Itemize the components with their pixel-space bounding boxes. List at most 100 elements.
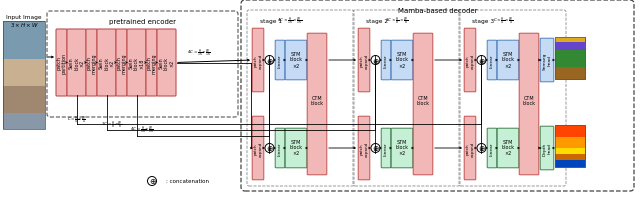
Text: Linear: Linear: [384, 142, 388, 155]
FancyBboxPatch shape: [391, 41, 413, 80]
FancyBboxPatch shape: [127, 30, 146, 97]
Text: patch
expand: patch expand: [253, 141, 262, 156]
Text: ⊕: ⊕: [149, 177, 155, 186]
FancyBboxPatch shape: [358, 117, 370, 180]
Text: stage 2: stage 2: [366, 18, 388, 23]
Text: Swin
block
×2: Swin block ×2: [98, 57, 115, 70]
Circle shape: [371, 56, 380, 65]
Text: Linear: Linear: [490, 54, 494, 67]
FancyBboxPatch shape: [381, 41, 391, 80]
Text: ×2: ×2: [292, 63, 300, 68]
FancyBboxPatch shape: [116, 30, 127, 97]
Text: patch
partition: patch partition: [56, 53, 67, 74]
FancyBboxPatch shape: [157, 30, 176, 97]
FancyBboxPatch shape: [464, 29, 476, 92]
Circle shape: [477, 56, 486, 65]
FancyBboxPatch shape: [391, 129, 413, 168]
Text: STM
block: STM block: [396, 139, 408, 150]
Text: patch
expand: patch expand: [360, 53, 368, 68]
FancyBboxPatch shape: [3, 113, 45, 129]
Text: patch
expand: patch expand: [253, 53, 262, 68]
FancyBboxPatch shape: [275, 41, 285, 80]
Text: Mamba-based decoder: Mamba-based decoder: [397, 8, 477, 14]
FancyBboxPatch shape: [555, 138, 585, 148]
Text: STM
block: STM block: [502, 51, 515, 62]
FancyBboxPatch shape: [497, 129, 519, 168]
Text: ×2: ×2: [292, 151, 300, 156]
Text: ×2: ×2: [504, 151, 511, 156]
Text: patch
expand: patch expand: [466, 141, 474, 156]
Text: ⊕: ⊕: [372, 56, 379, 65]
Text: : concatenation: : concatenation: [166, 179, 209, 184]
Text: pretrained encoder: pretrained encoder: [109, 19, 176, 25]
Text: Linear: Linear: [490, 142, 494, 155]
Text: stage 3: stage 3: [472, 18, 494, 23]
FancyBboxPatch shape: [3, 60, 45, 86]
Text: Input Image: Input Image: [6, 14, 42, 19]
Text: $3 \times H \times W$: $3 \times H \times W$: [10, 21, 38, 29]
Text: ⊕: ⊕: [266, 56, 273, 65]
Text: $4C{=}\frac{H}{16}{\times}\frac{W}{16}$: $4C{=}\frac{H}{16}{\times}\frac{W}{16}$: [187, 48, 211, 59]
Text: ×2: ×2: [398, 63, 406, 68]
FancyBboxPatch shape: [3, 86, 45, 113]
FancyBboxPatch shape: [285, 41, 307, 80]
Text: CTM
block: CTM block: [417, 95, 429, 106]
Text: ×2: ×2: [398, 151, 406, 156]
FancyBboxPatch shape: [555, 125, 585, 167]
FancyBboxPatch shape: [555, 148, 585, 155]
Text: ×2: ×2: [504, 63, 511, 68]
Text: Linear: Linear: [278, 142, 282, 155]
Text: patch
merging: patch merging: [146, 53, 157, 73]
FancyBboxPatch shape: [555, 38, 585, 80]
FancyBboxPatch shape: [67, 30, 86, 97]
FancyBboxPatch shape: [540, 39, 554, 82]
Text: Linear: Linear: [278, 54, 282, 67]
Text: patch
merging: patch merging: [116, 53, 127, 73]
Circle shape: [265, 144, 274, 153]
FancyBboxPatch shape: [555, 51, 585, 68]
Text: STM
block: STM block: [289, 139, 303, 150]
FancyBboxPatch shape: [285, 129, 307, 168]
Circle shape: [477, 144, 486, 153]
Text: Swin
block
×2: Swin block ×2: [68, 57, 85, 70]
Text: patch
expand: patch expand: [360, 141, 368, 156]
Text: $2C \times \frac{H}{8} \times \frac{W}{8}$: $2C \times \frac{H}{8} \times \frac{W}{8…: [385, 15, 408, 27]
FancyBboxPatch shape: [275, 129, 285, 168]
FancyBboxPatch shape: [252, 117, 264, 180]
Text: $C \times \frac{H}{4} \times \frac{W}{4}$: $C \times \frac{H}{4} \times \frac{W}{4}…: [493, 15, 513, 27]
FancyBboxPatch shape: [555, 161, 585, 167]
FancyBboxPatch shape: [464, 117, 476, 180]
Text: STM
block: STM block: [289, 51, 303, 62]
Text: STM
block: STM block: [396, 51, 408, 62]
Text: Depth
head: Depth head: [543, 142, 551, 155]
FancyBboxPatch shape: [307, 34, 327, 175]
Text: Swin
block
×2: Swin block ×2: [158, 57, 175, 70]
Text: CTM
block: CTM block: [310, 95, 323, 106]
FancyBboxPatch shape: [97, 30, 116, 97]
FancyBboxPatch shape: [146, 30, 157, 97]
Text: $4C{=}\frac{H}{16}{\times}\frac{W}{16}$: $4C{=}\frac{H}{16}{\times}\frac{W}{16}$: [129, 124, 154, 135]
Text: CTM
block: CTM block: [522, 95, 536, 106]
FancyBboxPatch shape: [555, 68, 585, 80]
FancyBboxPatch shape: [86, 30, 97, 97]
FancyBboxPatch shape: [519, 34, 539, 175]
Text: Swin
block
×18: Swin block ×18: [128, 57, 145, 70]
FancyBboxPatch shape: [555, 125, 585, 138]
FancyBboxPatch shape: [252, 29, 264, 92]
Circle shape: [147, 177, 157, 186]
FancyBboxPatch shape: [381, 129, 391, 168]
FancyBboxPatch shape: [487, 41, 497, 80]
Circle shape: [371, 144, 380, 153]
FancyBboxPatch shape: [3, 22, 45, 60]
Text: ⊕: ⊕: [478, 56, 484, 65]
Text: $2C{=}\frac{H}{8}{\times}\frac{W}{8}$: $2C{=}\frac{H}{8}{\times}\frac{W}{8}$: [100, 119, 122, 130]
Text: $4C \times \frac{H}{16} \times \frac{W}{16}$: $4C \times \frac{H}{16} \times \frac{W}{…: [277, 15, 303, 27]
Circle shape: [265, 56, 274, 65]
Text: STM
block: STM block: [502, 139, 515, 150]
FancyBboxPatch shape: [540, 127, 554, 170]
Text: ⊕: ⊕: [372, 144, 379, 153]
Text: Linear: Linear: [384, 54, 388, 67]
FancyBboxPatch shape: [555, 38, 585, 43]
Text: $C{=}\frac{H}{4}{\times}\frac{W}{4}$: $C{=}\frac{H}{4}{\times}\frac{W}{4}$: [67, 114, 86, 125]
Text: patch
expand: patch expand: [466, 53, 474, 68]
